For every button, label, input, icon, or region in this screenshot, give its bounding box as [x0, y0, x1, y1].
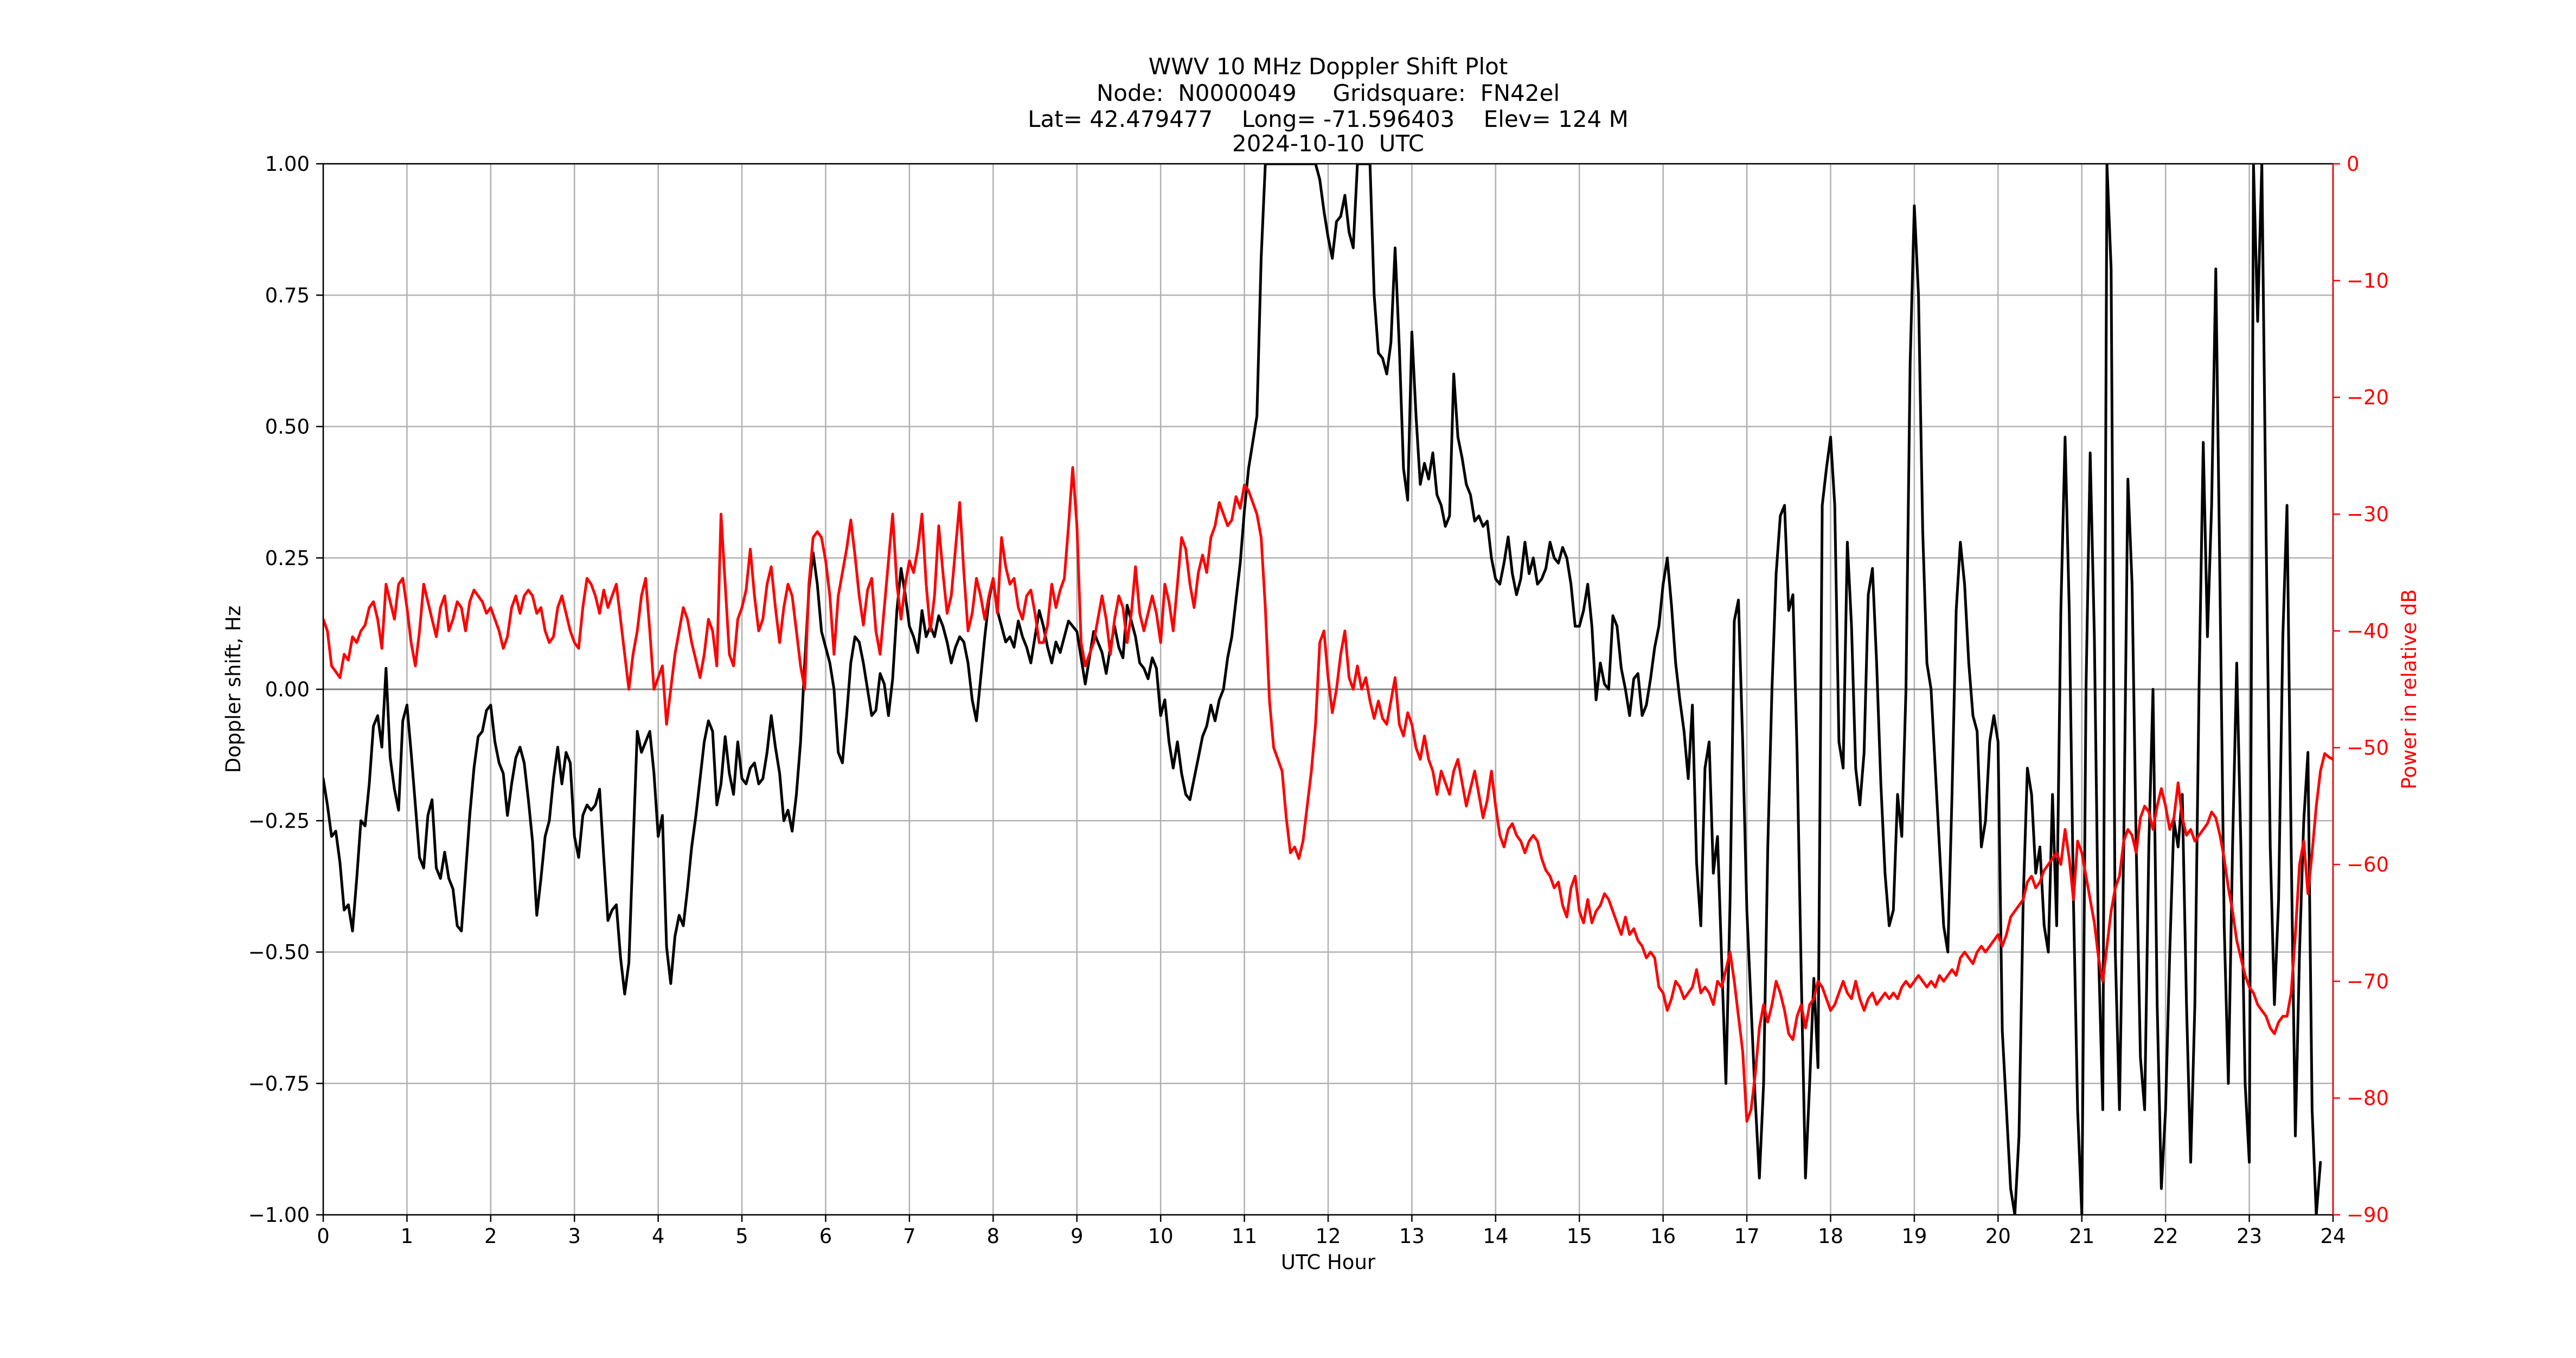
y2-tick-label: −70 [2347, 970, 2389, 993]
title-line-2: Node: N0000049 Gridsquare: FN42el [1097, 80, 1560, 106]
y-tick-label: 0.75 [265, 284, 310, 307]
y2-tick-label: −60 [2347, 853, 2389, 876]
x-tick-label: 15 [1567, 1225, 1592, 1248]
x-tick-label: 12 [1315, 1225, 1341, 1248]
y-tick-label: −0.50 [248, 941, 310, 964]
y-tick-label: 1.00 [265, 152, 310, 176]
y2-tick-label: −90 [2347, 1203, 2389, 1227]
power-series-line [323, 466, 2333, 1123]
x-tick-label: 21 [2069, 1225, 2094, 1248]
y2-tick-label: −80 [2347, 1087, 2389, 1110]
x-tick-label: 1 [401, 1225, 414, 1248]
x-tick-label: 8 [987, 1225, 1000, 1248]
y2-tick-label: −40 [2347, 619, 2389, 643]
y-tick-label: −1.00 [248, 1203, 310, 1227]
title-line-3: Lat= 42.479477 Long= -71.596403 Elev= 12… [1028, 106, 1629, 132]
x-tick-label: 18 [1818, 1225, 1843, 1248]
y-tick-label: 0.25 [265, 547, 310, 570]
x-tick-label: 14 [1483, 1225, 1508, 1248]
x-tick-label: 5 [735, 1225, 748, 1248]
x-tick-label: 19 [1901, 1225, 1927, 1248]
y2-tick-label: −20 [2347, 386, 2389, 409]
y2-tick-label: −50 [2347, 736, 2389, 760]
y2-axis-ticks: −90 −80 −70 −60 −50 −40 −30 −20 −10 0 [2333, 152, 2389, 1227]
series-lines [323, 164, 2333, 1215]
x-tick-label: 3 [568, 1225, 581, 1248]
title-line-1: WWV 10 MHz Doppler Shift Plot [1149, 53, 1508, 80]
x-tick-label: 17 [1734, 1225, 1760, 1248]
x-tick-label: 10 [1148, 1225, 1174, 1248]
y-axis-ticks: −1.00 −0.75 −0.50 −0.25 0.00 0.25 0.50 0.75 1.00 [248, 152, 323, 1227]
y-tick-label: 0.50 [265, 415, 310, 439]
x-tick-label: 0 [317, 1225, 330, 1248]
chart-title: WWV 10 MHz Doppler Shift Plot Node: N000… [1028, 53, 1629, 157]
x-tick-label: 2 [484, 1225, 497, 1248]
x-tick-label: 11 [1232, 1225, 1257, 1248]
y-tick-label: 0.00 [265, 678, 310, 701]
x-axis-label: UTC Hour [1281, 1251, 1376, 1274]
y2-tick-label: −10 [2347, 269, 2389, 292]
y-axis-label: Doppler shift, Hz [222, 606, 245, 773]
x-tick-label: 13 [1399, 1225, 1425, 1248]
x-tick-label: 7 [903, 1225, 916, 1248]
x-tick-label: 23 [2237, 1225, 2262, 1248]
title-line-4: 2024-10-10 UTC [1232, 130, 1424, 157]
y2-tick-label: −30 [2347, 503, 2389, 526]
x-axis-ticks: 0 1 2 3 4 5 6 7 8 9 10 11 12 13 14 15 16 17 18 19 20 21 22 23 24 [317, 1215, 2346, 1248]
y2-axis-label: Power in relative dB [2398, 589, 2421, 789]
y2-tick-label: 0 [2347, 152, 2360, 176]
y-tick-label: −0.75 [248, 1072, 310, 1096]
x-tick-label: 16 [1650, 1225, 1676, 1248]
x-tick-label: 24 [2320, 1225, 2346, 1248]
x-tick-label: 6 [819, 1225, 832, 1248]
x-tick-label: 4 [652, 1225, 665, 1248]
doppler-series-line [323, 164, 2322, 1215]
x-tick-label: 9 [1071, 1225, 1084, 1248]
x-tick-label: 22 [2153, 1225, 2178, 1248]
y-tick-label: −0.25 [248, 809, 310, 832]
x-tick-label: 20 [1985, 1225, 2011, 1248]
